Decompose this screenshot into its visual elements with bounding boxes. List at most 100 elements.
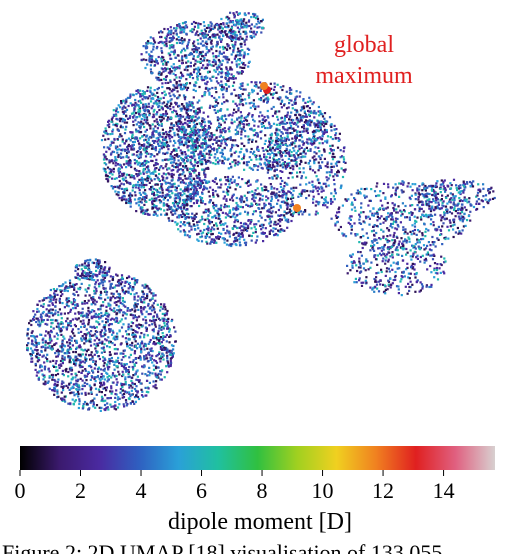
point xyxy=(230,178,232,180)
point xyxy=(235,237,237,239)
point xyxy=(234,219,236,221)
point xyxy=(312,202,314,204)
point xyxy=(317,137,319,139)
point xyxy=(414,226,416,228)
point xyxy=(351,203,353,205)
point xyxy=(390,213,392,215)
point xyxy=(273,123,275,125)
point xyxy=(177,133,179,135)
point xyxy=(173,53,175,55)
point xyxy=(199,129,201,131)
point xyxy=(141,177,143,179)
point xyxy=(187,185,189,187)
point xyxy=(140,194,142,196)
point xyxy=(243,162,245,164)
point xyxy=(171,98,173,100)
point xyxy=(281,180,283,182)
point xyxy=(343,158,345,160)
point xyxy=(239,212,241,214)
point xyxy=(220,41,222,43)
point xyxy=(249,102,251,104)
point xyxy=(170,30,172,32)
point xyxy=(166,119,168,121)
point xyxy=(387,206,389,208)
point xyxy=(214,153,216,155)
point xyxy=(181,181,183,183)
point xyxy=(157,62,159,64)
point xyxy=(302,98,304,100)
point xyxy=(280,156,282,158)
point xyxy=(137,156,139,158)
point xyxy=(212,194,214,196)
point xyxy=(228,244,230,246)
point xyxy=(184,190,186,192)
point xyxy=(281,89,283,91)
point xyxy=(286,91,288,93)
point xyxy=(113,168,115,170)
point xyxy=(321,188,323,190)
point xyxy=(208,27,210,29)
point xyxy=(181,55,183,57)
point xyxy=(240,148,242,150)
point xyxy=(397,224,399,226)
point xyxy=(236,232,238,234)
point xyxy=(384,198,386,200)
point xyxy=(286,129,288,131)
point xyxy=(146,122,148,124)
point xyxy=(103,153,105,155)
point xyxy=(270,188,272,190)
point xyxy=(255,85,257,87)
point xyxy=(203,150,205,152)
point xyxy=(221,86,223,88)
point xyxy=(309,119,311,121)
point xyxy=(293,155,295,157)
point xyxy=(334,134,336,136)
point xyxy=(276,177,278,179)
point xyxy=(457,227,459,229)
point xyxy=(156,113,158,115)
point xyxy=(326,179,328,181)
point xyxy=(183,182,185,184)
point xyxy=(221,89,223,91)
point xyxy=(277,223,279,225)
point xyxy=(392,218,394,220)
point xyxy=(253,103,255,105)
point xyxy=(162,195,164,197)
point xyxy=(146,63,148,65)
point xyxy=(249,223,251,225)
point xyxy=(331,156,333,158)
point xyxy=(150,173,152,175)
point xyxy=(325,185,327,187)
point xyxy=(308,97,310,99)
point xyxy=(120,149,122,151)
point xyxy=(225,57,227,59)
point xyxy=(183,134,185,136)
point xyxy=(449,222,451,224)
point xyxy=(142,192,144,194)
point xyxy=(319,157,321,159)
point xyxy=(126,109,128,111)
point xyxy=(172,202,174,204)
point xyxy=(177,115,179,117)
point xyxy=(139,197,141,199)
point xyxy=(334,224,336,226)
point xyxy=(418,185,420,187)
point xyxy=(197,193,199,195)
point xyxy=(263,153,265,155)
point xyxy=(129,182,131,184)
point xyxy=(167,172,169,174)
point xyxy=(446,226,448,228)
point xyxy=(285,195,287,197)
point xyxy=(224,242,226,244)
point xyxy=(159,195,161,197)
point xyxy=(298,139,300,141)
point xyxy=(458,197,460,199)
point xyxy=(298,148,300,150)
point xyxy=(111,118,113,120)
point xyxy=(185,153,187,155)
point xyxy=(161,92,163,94)
point xyxy=(487,202,489,204)
point xyxy=(195,116,197,118)
point xyxy=(225,143,227,145)
point xyxy=(155,174,157,176)
